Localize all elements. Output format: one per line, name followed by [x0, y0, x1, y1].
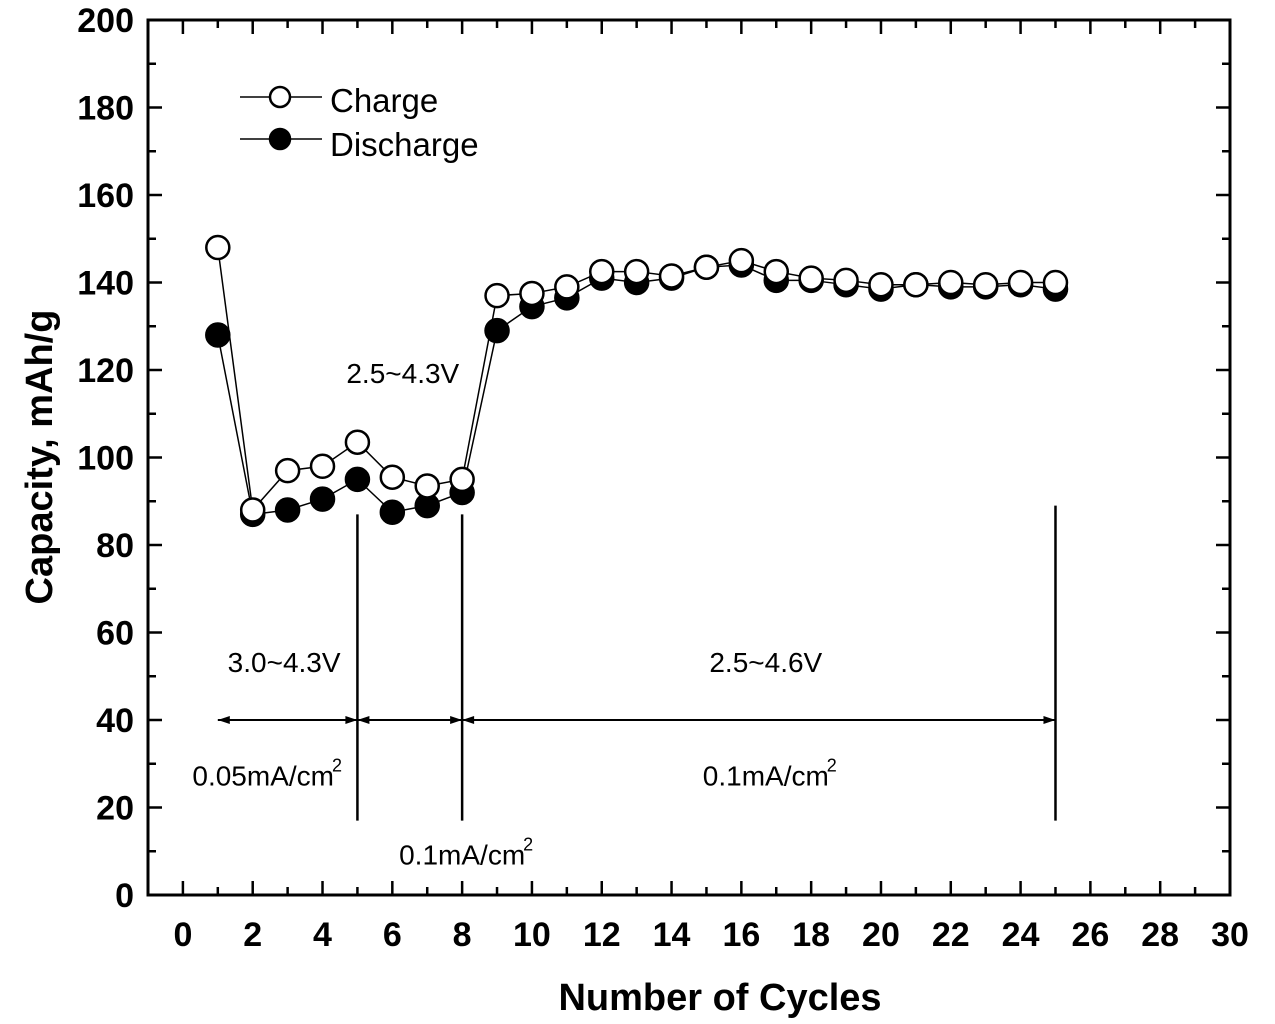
- y-axis-title: Capacity, mAh/g: [19, 310, 61, 605]
- y-tick-label: 100: [77, 440, 134, 478]
- charge-point: [800, 267, 823, 290]
- annotation-texts: 2.5~4.3V3.0~4.3V2.5~4.6V0.05mA/cm20.1mA/…: [192, 358, 836, 870]
- discharge-point: [346, 468, 369, 491]
- series-line-discharge: [218, 265, 1056, 514]
- arrow-head-right: [345, 716, 357, 724]
- charge-point: [241, 499, 264, 522]
- x-tick-label: 26: [1071, 916, 1109, 954]
- charge-point: [206, 236, 229, 259]
- x-tick-label: 28: [1141, 916, 1179, 954]
- charge-point: [555, 275, 578, 298]
- discharge-point: [311, 488, 334, 511]
- x-tick-labels: 024681012141618202224262830: [173, 916, 1248, 954]
- y-tick-label: 200: [77, 2, 134, 40]
- x-tick-label: 8: [453, 916, 472, 954]
- charge-point: [416, 474, 439, 497]
- charge-point: [835, 269, 858, 292]
- arrow-head-right: [1043, 716, 1055, 724]
- x-tick-label: 16: [722, 916, 760, 954]
- x-tick-label: 6: [383, 916, 402, 954]
- x-tick-label: 22: [932, 916, 970, 954]
- x-tick-label: 4: [313, 916, 332, 954]
- y-tick-label: 180: [77, 90, 134, 128]
- arrow-head-right: [450, 716, 462, 724]
- discharge-point: [276, 499, 299, 522]
- charge-point: [276, 459, 299, 482]
- arrow-head-left: [357, 716, 369, 724]
- charge-point: [939, 271, 962, 294]
- arrow-head-left: [218, 716, 230, 724]
- charge-point: [695, 256, 718, 279]
- charge-point: [1044, 271, 1067, 294]
- y-tick-label: 120: [77, 352, 134, 390]
- charge-point: [311, 455, 334, 478]
- legend-discharge-label: Discharge: [330, 126, 479, 163]
- y-tick-label: 40: [96, 702, 134, 740]
- x-tick-label: 0: [173, 916, 192, 954]
- annotation-superscript: 2: [827, 756, 837, 776]
- charge-point: [974, 273, 997, 296]
- legend-charge-marker: [270, 87, 290, 107]
- annotation-label: 2.5~4.6V: [709, 647, 822, 678]
- charge-point: [730, 249, 753, 272]
- charge-point: [765, 260, 788, 283]
- discharge-point: [206, 324, 229, 347]
- charge-point: [486, 284, 509, 307]
- charge-point: [381, 466, 404, 489]
- annotation-lines: [218, 506, 1056, 821]
- x-tick-label: 20: [862, 916, 900, 954]
- y-tick-label: 160: [77, 177, 134, 215]
- annotation-superscript: 2: [523, 834, 533, 854]
- annotation-label: 3.0~4.3V: [228, 647, 341, 678]
- y-tick-label: 80: [96, 527, 134, 565]
- legend: Charge Discharge: [240, 82, 479, 163]
- x-axis-title: Number of Cycles: [558, 977, 881, 1019]
- arrow-head-left: [462, 716, 474, 724]
- y-tick-label: 0: [115, 877, 134, 915]
- charge-point: [451, 468, 474, 491]
- charge-point: [904, 273, 927, 296]
- annotation-label: 2.5~4.3V: [346, 358, 459, 389]
- x-tick-label: 2: [243, 916, 262, 954]
- annotation-label: 0.05mA/cm: [192, 761, 334, 792]
- charge-point: [590, 260, 613, 283]
- y-tick-label: 20: [96, 790, 134, 828]
- x-tick-label: 12: [583, 916, 621, 954]
- legend-discharge-marker: [270, 129, 290, 149]
- charge-point: [520, 282, 543, 305]
- charge-point: [869, 273, 892, 296]
- series-points: [206, 236, 1067, 526]
- discharge-point: [486, 319, 509, 342]
- discharge-point: [381, 501, 404, 524]
- charge-point: [625, 260, 648, 283]
- x-tick-label: 24: [1002, 916, 1040, 954]
- y-tick-label: 140: [77, 265, 134, 303]
- charge-point: [1009, 271, 1032, 294]
- x-tick-label: 18: [792, 916, 830, 954]
- x-tick-label: 14: [653, 916, 691, 954]
- charge-point: [346, 431, 369, 454]
- y-tick-label: 60: [96, 615, 134, 653]
- charge-point: [660, 264, 683, 287]
- x-tick-label: 10: [513, 916, 551, 954]
- legend-charge-label: Charge: [330, 82, 438, 119]
- annotation-superscript: 2: [332, 756, 342, 776]
- annotation-label: 0.1mA/cm: [399, 839, 525, 870]
- y-tick-labels: 0 20 40 60 80 100 120 140 160 180 200: [77, 2, 134, 915]
- annotation-label: 0.1mA/cm: [703, 761, 829, 792]
- x-tick-label: 30: [1211, 916, 1249, 954]
